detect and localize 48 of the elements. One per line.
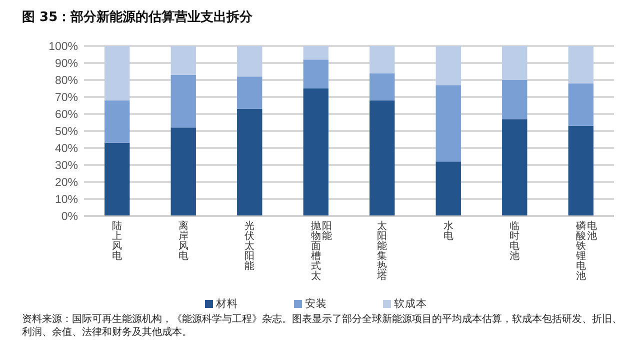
bar bbox=[370, 100, 395, 216]
y-tick-label: 80% bbox=[54, 75, 78, 87]
bar bbox=[568, 46, 594, 84]
legend-label: 材料 bbox=[216, 297, 238, 311]
bar bbox=[568, 126, 594, 216]
bar bbox=[502, 80, 528, 120]
bar bbox=[104, 142, 130, 216]
bar bbox=[237, 46, 262, 77]
bar bbox=[303, 88, 328, 216]
bar bbox=[104, 46, 130, 100]
y-tick-label: 20% bbox=[54, 177, 78, 189]
bar bbox=[436, 162, 461, 216]
y-tick-label: 40% bbox=[54, 143, 78, 155]
bar bbox=[370, 73, 395, 100]
text: 资料来源：国际可再生能源机构，《能源科学与工程》杂志。图表显示了部分全球新能源项目的平均成本估算，软成本包括研发、折旧、利润、余值、法律和财务及其他成本。 bbox=[22, 313, 622, 339]
bar bbox=[170, 74, 196, 128]
y-tick-label: 70% bbox=[54, 92, 78, 104]
category-label: 磷酸铁锂电池电池 bbox=[576, 221, 597, 282]
x-tick-label: 临时电池 bbox=[510, 221, 521, 264]
x-tick-label: 太阳能集热塔 bbox=[377, 221, 388, 284]
y-tick-label: 90% bbox=[54, 58, 78, 70]
legend-label: 安装 bbox=[305, 297, 327, 311]
y-tick-label: 60% bbox=[54, 109, 78, 121]
bar bbox=[502, 46, 528, 80]
legend-label: 软成本 bbox=[394, 297, 427, 311]
x-tick-label: 光伏太阳能 bbox=[244, 221, 256, 274]
y-tick-label: 50% bbox=[54, 126, 78, 138]
chart-title: 图 35：部分新能源的估算营业支出拆分 bbox=[22, 8, 253, 26]
bar bbox=[170, 46, 196, 75]
x-tick-label: 离岸风电 bbox=[178, 221, 190, 264]
bar bbox=[237, 108, 262, 216]
x-tick-label: 水电 bbox=[443, 221, 454, 244]
y-tick-label: 30% bbox=[54, 160, 78, 172]
bar bbox=[436, 85, 461, 162]
bar bbox=[237, 76, 262, 109]
bar bbox=[170, 128, 196, 216]
bar bbox=[436, 46, 461, 86]
category-label: 抛物面槽式太阳能 bbox=[310, 221, 332, 282]
y-tick-label: 100% bbox=[48, 41, 78, 53]
y-tick-label: 10% bbox=[54, 194, 78, 206]
x-tick-label: 陆上风电 bbox=[112, 221, 124, 264]
bar bbox=[104, 100, 130, 143]
bar bbox=[303, 46, 328, 60]
y-tick-label: 0% bbox=[61, 211, 78, 223]
bar bbox=[370, 46, 395, 74]
bar bbox=[568, 83, 594, 126]
bar bbox=[502, 119, 528, 216]
bar bbox=[303, 60, 328, 88]
